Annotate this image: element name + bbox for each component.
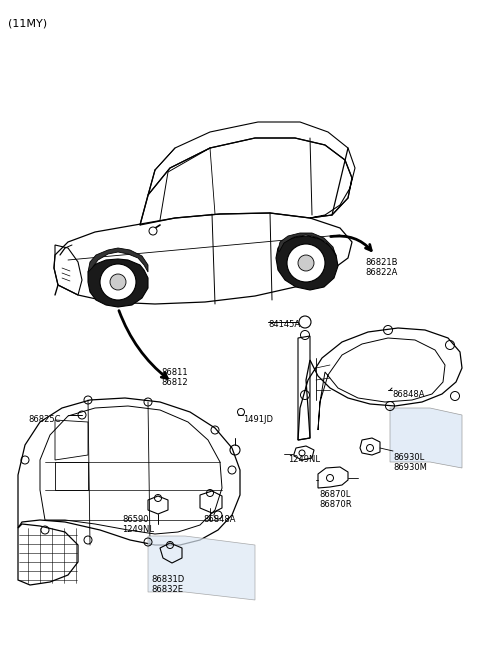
Text: 1249NL: 1249NL	[288, 455, 320, 464]
Circle shape	[110, 274, 126, 290]
Text: 84145A: 84145A	[268, 320, 300, 329]
Text: 86870L
86870R: 86870L 86870R	[319, 490, 352, 510]
Circle shape	[149, 227, 157, 235]
Text: 86930L
86930M: 86930L 86930M	[393, 453, 427, 472]
Text: 86825C: 86825C	[28, 415, 60, 424]
Circle shape	[100, 264, 136, 300]
Text: 86848A: 86848A	[392, 390, 424, 399]
Text: 86811
86812: 86811 86812	[162, 368, 188, 387]
Circle shape	[287, 244, 325, 282]
Text: 1491JD: 1491JD	[243, 415, 273, 424]
Polygon shape	[148, 536, 255, 600]
Text: 86831D
86832E: 86831D 86832E	[151, 575, 185, 594]
Text: 86590
1249NL: 86590 1249NL	[122, 515, 154, 534]
Text: 86848A: 86848A	[203, 515, 236, 524]
Polygon shape	[88, 248, 148, 272]
Polygon shape	[278, 233, 336, 256]
Polygon shape	[88, 259, 148, 307]
Text: 86821B
86822A: 86821B 86822A	[365, 258, 397, 278]
Polygon shape	[390, 408, 462, 468]
Polygon shape	[276, 236, 338, 290]
Circle shape	[298, 255, 314, 271]
Text: (11MY): (11MY)	[8, 18, 47, 28]
